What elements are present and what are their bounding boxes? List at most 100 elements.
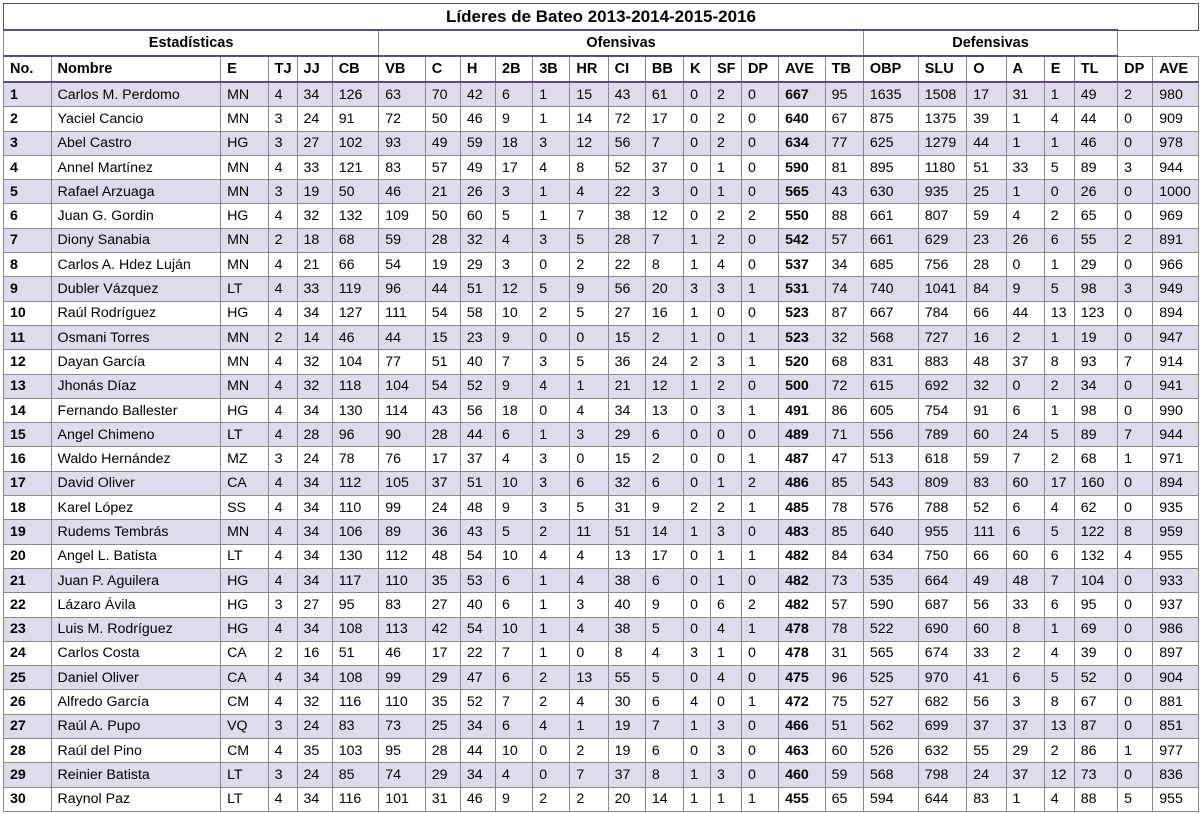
table-cell: 22 [3,592,52,618]
table-cell: 487 [778,446,826,472]
table-cell: 2 [267,227,298,254]
table-cell: 2 [740,203,780,229]
table-cell: 49 [424,130,461,156]
table-cell: SS [220,495,269,521]
table-cell: 22 [459,640,497,667]
table-cell: Lázaro Ávila [50,592,222,618]
table-cell: 51 [459,470,497,497]
table-cell: 86 [824,397,864,424]
table-cell: 35 [424,567,461,594]
table-cell: 9 [494,106,534,132]
table-cell: 29 [1005,738,1045,764]
table-cell: 57 [824,592,864,618]
table-cell: 39 [1073,640,1119,667]
table-cell: 3 [267,592,298,618]
table-cell: 0 [740,713,780,740]
table-cell: 1 [1005,786,1045,812]
table-cell: 83 [966,470,1007,497]
table-cell: 14 [569,106,609,132]
table-cell: 0 [683,470,711,497]
table-cell: 4 [267,665,298,691]
table-cell: 21 [607,373,646,399]
table-cell: Karel López [50,495,222,521]
table-cell: Waldo Hernández [50,446,222,472]
table-cell: 15 [569,81,609,108]
table-cell: 6 [1043,227,1075,254]
table-row: 27 Raúl A. Pupo VQ 3 24 83 73 25 34 6 4 1 19 7 1 3 0 466 5… [3,713,1199,740]
table-cell: 37 [607,762,646,788]
table-cell: 4 [494,446,534,472]
table-cell: 590 [862,592,919,618]
column-header: E [220,55,269,83]
table-cell: 0 [683,397,711,424]
table-cell: 16 [296,640,333,667]
table-cell: 10 [494,543,534,569]
table-cell: 59 [966,446,1007,472]
table-cell: 38 [607,203,646,229]
table-cell: 0 [740,373,780,399]
table-cell: 851 [1152,713,1199,740]
column-header: No. [3,55,52,83]
table-cell: 1 [709,470,742,497]
table-cell: 618 [917,446,968,472]
table-cell: 895 [862,154,919,181]
table-cell: 4 [494,762,534,788]
table-cell: 99 [378,495,426,521]
table-cell: 127 [331,300,380,326]
table-cell: 565 [862,640,919,667]
table-cell: 95 [378,738,426,764]
table-cell: 95 [1073,592,1119,618]
table-cell: 34 [296,519,333,545]
column-header: TB [824,55,864,83]
table-cell: 4 [709,616,742,642]
table-cell: 0 [1117,373,1154,399]
table-cell: CA [220,640,269,667]
table-cell: 28 [607,227,646,254]
table-cell: 1 [1005,106,1045,132]
table-row: 10 Raúl Rodríguez HG 4 34 127 111 54 58 10 2 5 27 16 1… [3,300,1199,326]
table-cell: 117 [331,567,380,594]
table-cell: 4 [709,252,742,278]
table-cell: 1 [569,713,609,740]
table-cell: 3 [532,470,571,497]
table-cell: 76 [378,446,426,472]
table-cell: 0 [740,519,780,545]
table-cell: 0 [532,738,571,764]
table-cell: 18 [494,397,534,424]
table-cell: 24 [644,349,685,375]
table-cell: 3 [267,106,298,132]
table-cell: 28 [3,738,52,764]
table-cell: 51 [459,276,497,302]
table-cell: 90 [378,422,426,448]
table-cell: 1 [740,349,780,375]
table-cell: 68 [331,227,380,254]
table-cell: 43 [824,179,864,205]
table-cell: 34 [296,300,333,326]
table-cell: HG [220,300,269,326]
table-cell: 986 [1152,616,1199,642]
table-cell: 34 [296,567,333,594]
table-cell: MN [220,154,269,181]
table-cell: 0 [532,762,571,788]
table-cell: 24 [1005,422,1045,448]
table-cell: 463 [778,738,826,764]
table-cell: 6 [494,665,534,691]
table-cell: 23 [966,227,1007,254]
table-cell: 941 [1152,373,1199,399]
table-cell: 1 [1005,179,1045,205]
table-cell: 605 [862,397,919,424]
column-header: DP [740,55,780,83]
table-cell: 30 [607,689,646,715]
table-cell: 5 [569,495,609,521]
table-cell: 40 [607,592,646,618]
table-cell: 4 [1043,640,1075,667]
table-cell: 7 [1117,422,1154,448]
table-cell: 37 [1005,713,1045,740]
table-cell: 27 [296,130,333,156]
table-cell: 4 [267,470,298,497]
table-row: 26 Alfredo García CM 4 32 116 110 35 52 7 2 4 30 6 4 0 1… [3,689,1199,715]
table-cell: 31 [424,786,461,812]
table-cell: 51 [331,640,380,667]
table-cell: 4 [267,154,298,181]
table-cell: 8 [1043,349,1075,375]
